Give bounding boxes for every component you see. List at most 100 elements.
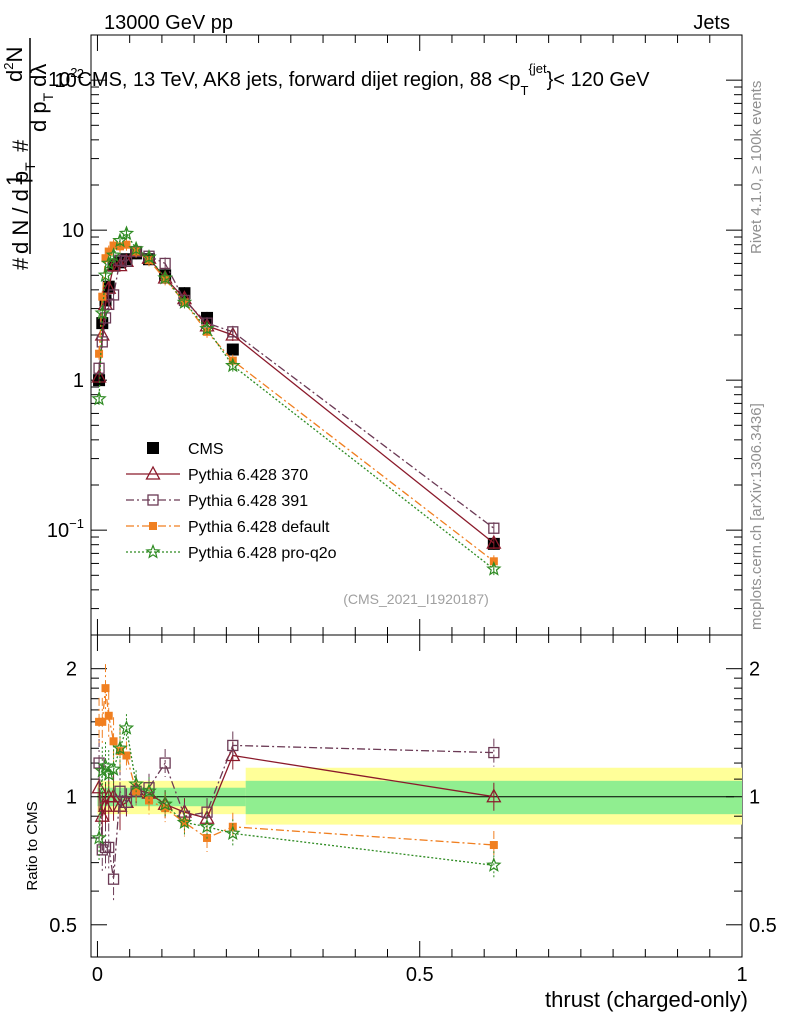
ylabel-hash-right: #: [8, 139, 33, 152]
data-point: [105, 247, 122, 262]
legend-label: CMS: [188, 441, 224, 458]
ratio-panel-series: [91, 664, 502, 904]
ratio-y-tick-label-right: 1: [749, 787, 760, 809]
data-point: [120, 255, 133, 267]
title-main: CMS, 13 TeV, AK8 jets, forward dijet reg…: [77, 69, 520, 91]
ratio-data-point: [109, 737, 118, 746]
legend-label: Pythia 6.428 default: [188, 519, 330, 536]
x-axis-label: thrust (charged-only): [545, 987, 748, 1012]
data-point: [486, 534, 502, 549]
ratio-data-point: [225, 825, 241, 841]
data-point: [176, 294, 193, 309]
analysis-watermark: (CMS_2021_I1920187): [343, 591, 489, 607]
ratio-data-point: [488, 746, 500, 759]
header-right-label: Jets: [693, 12, 730, 34]
ratio-data-point: [486, 788, 502, 803]
ylabel-numerator: d2N: [1, 47, 27, 82]
data-point: [118, 225, 135, 241]
ratio-data-point: [105, 761, 122, 776]
title-prefix: 10: [48, 69, 70, 91]
main-panel-series: [91, 225, 502, 576]
ratio-panel-ticks: 2 2 1 1 0.5 0.5 0 0.5 1: [49, 635, 777, 986]
ratio-data-point: [101, 684, 110, 693]
data-point: [122, 240, 131, 249]
legend-label: Pythia 6.428 391: [188, 493, 308, 510]
title-sup: {jet: [528, 61, 546, 76]
ylabel-hash-left: #: [8, 257, 33, 270]
ratio-data-point: [486, 857, 502, 872]
legend-label: Pythia 6.428 370: [188, 467, 308, 484]
y-tick-base: 10: [55, 70, 77, 92]
title-prefix-sup: 2: [70, 65, 77, 80]
chart-title: 102CMS, 13 TeV, AK8 jets, forward dijet …: [48, 61, 650, 98]
ylabel-denominator: d pTdλ: [26, 64, 56, 132]
legend-marker: [149, 522, 157, 530]
data-point: [93, 362, 105, 374]
title-sub: T: [521, 83, 529, 98]
data-point: [141, 249, 157, 264]
legend-marker: [147, 442, 159, 454]
data-point: [104, 247, 113, 256]
data-point: [98, 292, 107, 301]
data-point: [199, 320, 215, 336]
ratio-y-axis-label: Ratio to CMS: [24, 801, 41, 890]
y-tick-base: 10: [62, 220, 84, 242]
y-tick-label: 10: [62, 220, 84, 242]
data-point: [225, 326, 241, 341]
ratio-data-point: [94, 762, 111, 778]
ratio-data-point: [227, 739, 239, 752]
y-tick-base: 10: [47, 520, 69, 542]
ratio-y-tick-label-right: 2: [749, 659, 760, 681]
ratio-y-tick-label: 1: [66, 787, 77, 809]
data-point: [101, 254, 110, 263]
series-pythia-6-428-default: [95, 238, 498, 568]
series-line: [98, 250, 495, 529]
ratio-data-point: [157, 796, 173, 811]
ratio-data-point: [104, 711, 113, 720]
y-tick-base: 1: [73, 370, 84, 392]
ratio-data-point: [120, 796, 133, 809]
data-point: [100, 255, 117, 271]
ratio-data-point: [114, 785, 126, 797]
legend-marker: [145, 543, 161, 559]
data-point: [96, 336, 108, 348]
x-tick-label: 0: [92, 964, 103, 986]
series-pythia-6-428-pro-q2o: [91, 225, 502, 576]
data-point: [112, 232, 128, 248]
data-point: [95, 349, 104, 358]
ratio-data-point: [97, 758, 114, 773]
data-point: [227, 326, 239, 338]
x-tick-label: 1: [736, 964, 747, 986]
series-line: [98, 243, 495, 562]
legend-marker: [147, 494, 159, 506]
y-tick-label: 10−1: [47, 516, 84, 542]
data-point: [107, 289, 120, 301]
ratio-y-tick-label-right: 0.5: [749, 915, 777, 937]
legend-marker: [145, 465, 161, 480]
ratio-data-point: [199, 818, 215, 834]
ratio-y-tick-label: 0.5: [49, 915, 77, 937]
data-point: [486, 560, 502, 576]
ratio-series-pythia-6-428-default: [95, 664, 498, 860]
ylabel-dn-dpt: d N / d pT: [8, 162, 38, 254]
ratio-data-point: [225, 747, 241, 762]
ratio-data-point: [98, 717, 107, 726]
ratio-series-pythia-6-428-pro-q2o: [91, 714, 502, 880]
ratio-data-point: [122, 751, 131, 760]
ratio-data-point: [91, 779, 107, 794]
data-point: [91, 368, 107, 383]
ratio-data-point: [96, 844, 108, 856]
ylabel-one: 1: [2, 174, 27, 186]
data-point: [94, 304, 111, 320]
data-point: [91, 390, 107, 406]
legend-label: Pythia 6.428 pro-q2o: [188, 545, 337, 562]
data-point: [159, 257, 171, 270]
data-point: [114, 254, 126, 266]
ratio-data-point: [91, 829, 107, 845]
main-y-axis-label: # 1 d N / d pT # d2N d pTdλ: [1, 38, 56, 270]
ratio-data-point: [145, 796, 154, 805]
ratio-data-point: [176, 814, 193, 830]
ratio-data-point: [128, 776, 144, 791]
